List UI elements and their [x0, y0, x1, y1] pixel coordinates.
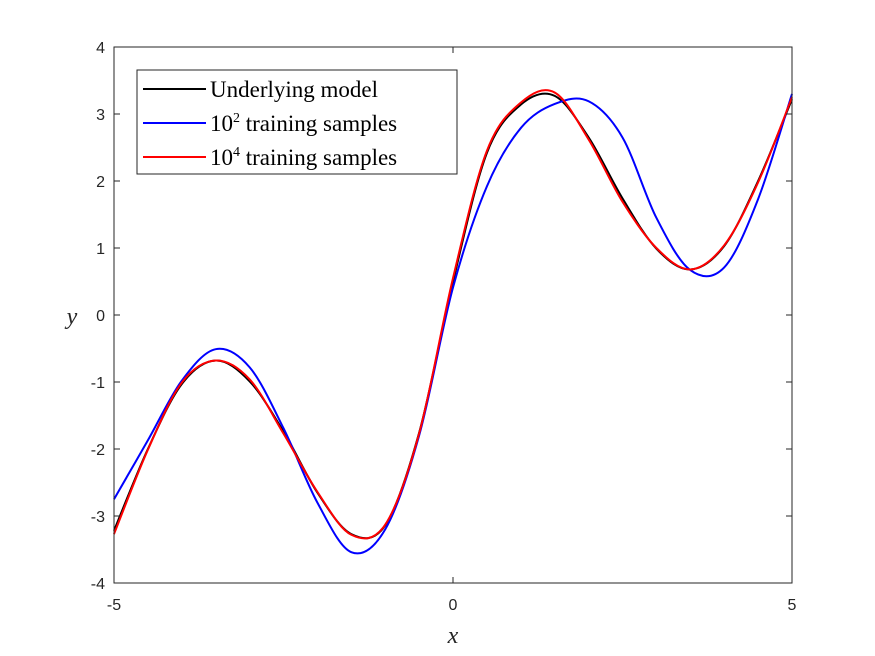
y-tick-label: 2: [96, 174, 105, 191]
legend-label-1: 102 training samples: [210, 111, 397, 136]
y-tick-label: -4: [91, 576, 105, 593]
legend-label-0: Underlying model: [210, 77, 378, 102]
x-tick-label: 0: [449, 597, 458, 614]
series-line-2: [113, 89, 793, 540]
y-tick-label: 0: [96, 308, 105, 325]
lines-layer: [113, 89, 793, 555]
y-tick-label: 4: [96, 40, 105, 57]
y-tick-label: 1: [96, 241, 105, 258]
y-tick-label: 3: [96, 107, 105, 124]
x-tick-label: 5: [788, 597, 797, 614]
y-tick-label: -1: [91, 375, 105, 392]
series-line-1: [113, 93, 793, 555]
y-axis-label: y: [65, 304, 78, 330]
x-axis-label: x: [447, 623, 459, 649]
ticks-layer: -5 0 5 -4 -3 -2 -1 0 1 2 3 4: [91, 40, 797, 614]
x-tick-label: -5: [107, 597, 121, 614]
y-tick-label: -3: [91, 509, 105, 526]
legend-label-2: 104 training samples: [210, 145, 397, 170]
y-tick-label: -2: [91, 442, 105, 459]
legend: Underlying model 102 training samples 104 …: [136, 69, 458, 175]
